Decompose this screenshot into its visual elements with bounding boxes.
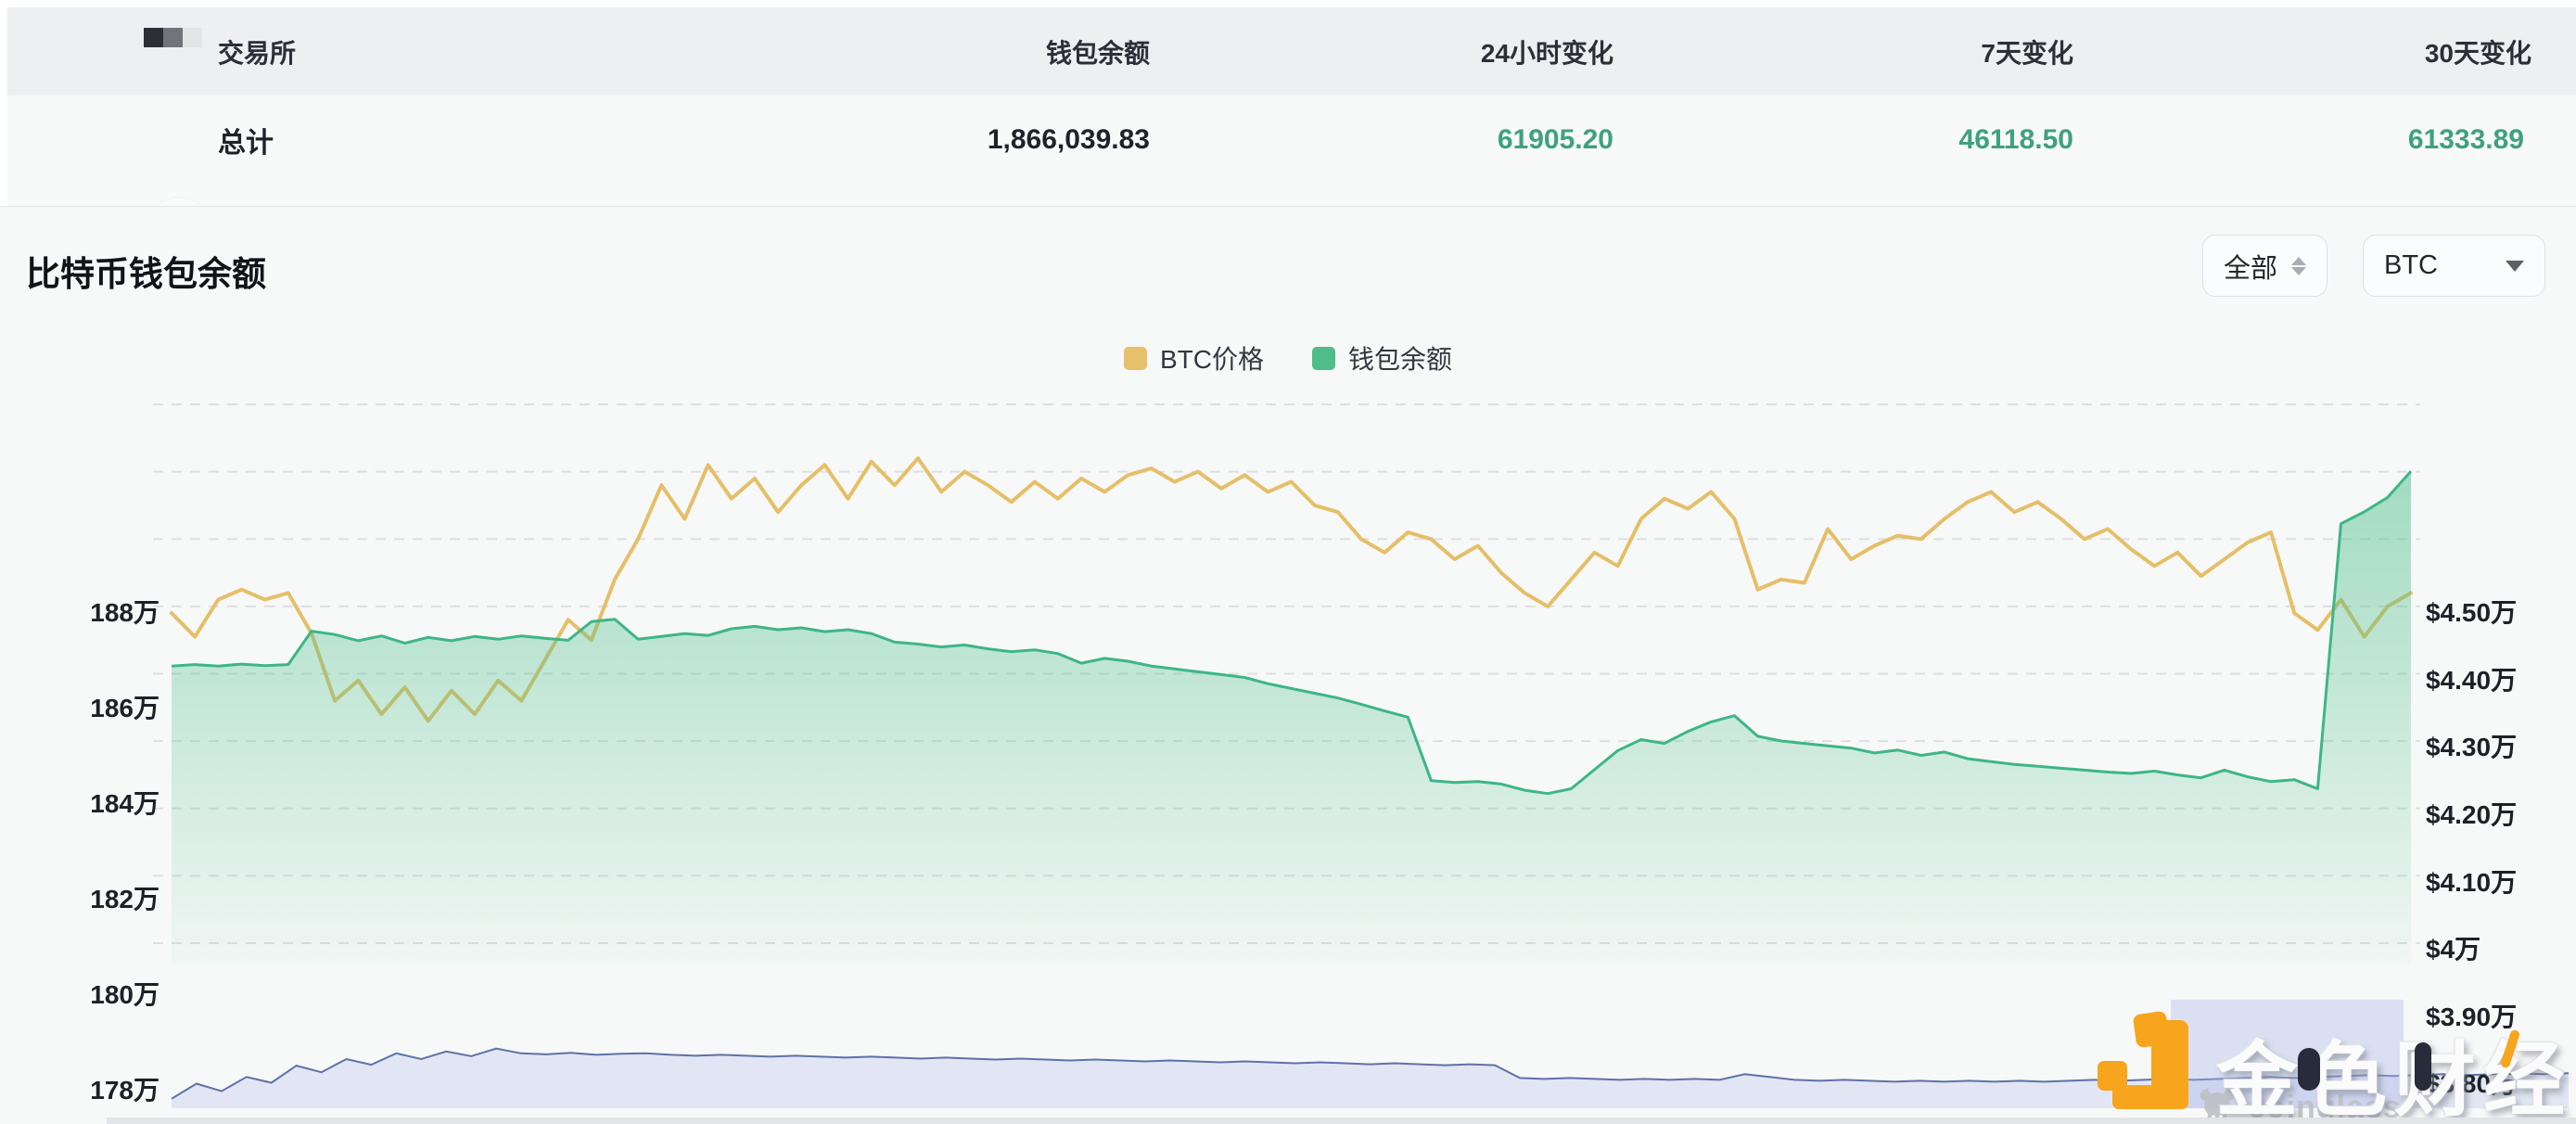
- y-axis-label-left: 180万: [90, 980, 159, 1009]
- legend-item-wallet-balance[interactable]: 钱包余额: [1312, 339, 1452, 377]
- jinse-logo-text: 金色财经: [2216, 1034, 2573, 1124]
- col-header-30d-change: 30天变化: [2424, 38, 2531, 68]
- navigator-selection[interactable]: [2171, 1000, 2404, 1108]
- jinse-logo-accent: [2298, 1048, 2320, 1091]
- total-wallet-balance: 1,866,039.83: [987, 123, 1150, 155]
- y-axis-label-left: 182万: [90, 885, 159, 913]
- range-select-dropdown[interactable]: 全部: [2202, 235, 2327, 297]
- col-header-exchange: 交易所: [218, 38, 297, 68]
- chart-legend: BTC价格 钱包余额: [0, 339, 2576, 377]
- y-axis-label-right: $4万: [2426, 935, 2481, 964]
- select-arrows-icon: [2291, 256, 2306, 275]
- exchange-balance-table: 交易所 钱包余额 24小时变化 7天变化 30天变化 总计 1,866,039.…: [7, 7, 2576, 277]
- total-label: 总计: [218, 127, 274, 159]
- chart-section: 比特币钱包余额 全部 BTC BTC价格 钱包余额 188万 186万 184万 18…: [0, 207, 2576, 1124]
- coin-select-dropdown[interactable]: BTC: [2363, 235, 2545, 297]
- section-divider: [0, 206, 2576, 207]
- page-title: 比特币钱包余额: [26, 255, 266, 293]
- chevron-down-icon: [2506, 260, 2524, 272]
- navigator-area[interactable]: [172, 1048, 2569, 1108]
- range-select-value: 全部: [2224, 253, 2278, 284]
- y-axis-label-right: $4.20万: [2426, 800, 2518, 829]
- y-axis-label-right: $4.40万: [2426, 666, 2518, 695]
- legend-label-wallet-balance: 钱包余额: [1348, 345, 1453, 374]
- coin-select-value: BTC: [2384, 250, 2438, 280]
- exchange-logo-icon: [144, 28, 202, 47]
- balance-price-chart[interactable]: [0, 207, 2576, 1124]
- total-7d-change: 46118.50: [1958, 123, 2073, 155]
- y-axis-label-right: $4.30万: [2426, 733, 2518, 761]
- y-axis-label-right: $4.50万: [2426, 598, 2518, 627]
- y-axis-label-left: 188万: [90, 598, 159, 627]
- col-header-24h-change: 24小时变化: [1480, 38, 1613, 68]
- legend-label-btc-price: BTC价格: [1159, 345, 1264, 374]
- y-axis-label-right: $3.80万: [2426, 1069, 2518, 1098]
- y-axis-label-left: 178万: [90, 1076, 159, 1105]
- total-24h-change: 61905.20: [1497, 123, 1613, 155]
- coinglass-bull-icon: [2200, 1088, 2235, 1124]
- jinse-logo-icon: [2098, 1010, 2205, 1117]
- wallet-balance-swatch-icon: [1312, 346, 1335, 370]
- btc-price-swatch-icon: [1123, 346, 1147, 370]
- col-header-7d-change: 7天变化: [1981, 38, 2073, 68]
- legend-item-btc-price[interactable]: BTC价格: [1123, 339, 1264, 377]
- y-axis-label-right: $4.10万: [2426, 868, 2518, 897]
- total-30d-change: 61333.89: [2407, 123, 2524, 155]
- y-axis-label-left: 186万: [90, 694, 159, 722]
- jinse-logo-accent: [2415, 1042, 2431, 1091]
- wallet-balance-area-series: [172, 471, 2411, 965]
- jinse-finance-logo: 金色财经: [2098, 1010, 2576, 1124]
- col-header-wallet-balance: 钱包余额: [1045, 38, 1150, 68]
- bottom-edge-strip: [107, 1118, 2576, 1124]
- table-header-row: 交易所 钱包余额 24小时变化 7天变化 30天变化: [7, 7, 2576, 96]
- wallet-balance-line-series: [171, 470, 2413, 796]
- y-axis-label-right: $3.90万: [2426, 1003, 2518, 1031]
- y-axis-label-left: 184万: [90, 789, 159, 818]
- table-row-total: 总计 1,866,039.83 61905.20 46118.50 61333.…: [7, 96, 2576, 277]
